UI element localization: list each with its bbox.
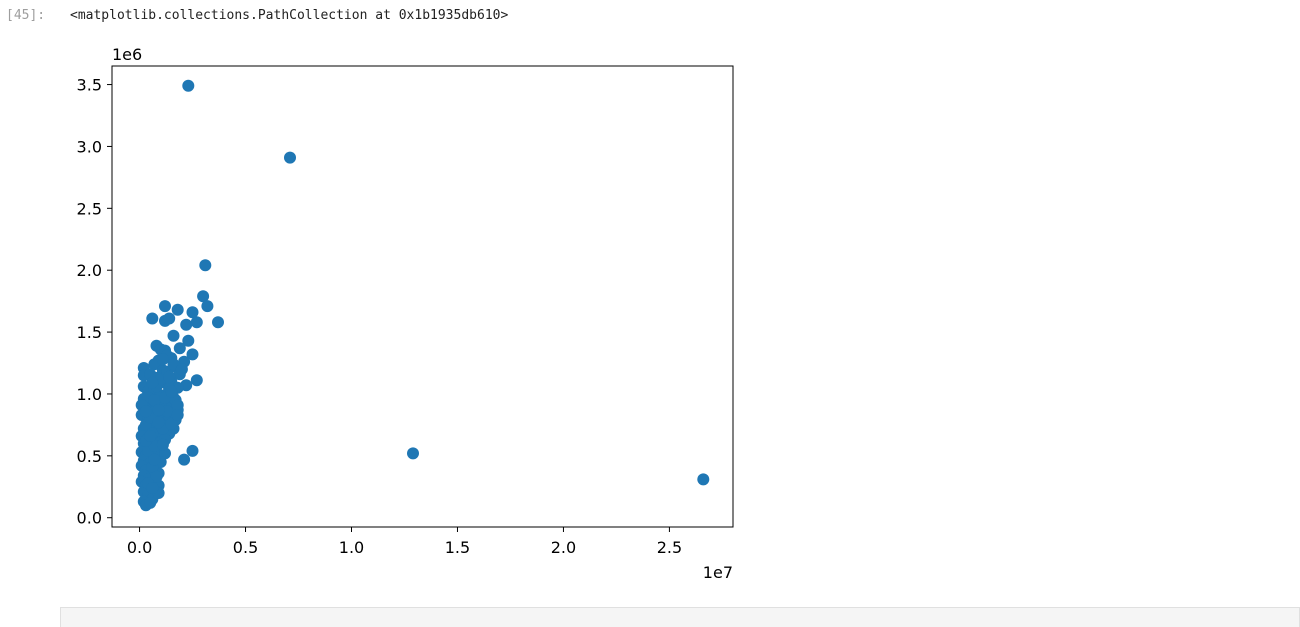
scatter-point bbox=[150, 470, 163, 483]
x-tick-label: 2.5 bbox=[657, 538, 682, 557]
scatter-point bbox=[152, 404, 165, 416]
scatter-point bbox=[148, 394, 161, 407]
scatter-point bbox=[171, 409, 184, 421]
scatter-point bbox=[212, 316, 224, 329]
scatter-point bbox=[156, 438, 169, 451]
cell-output-text: <matplotlib.collections.PathCollection a… bbox=[70, 8, 509, 23]
scatter-point bbox=[180, 318, 193, 331]
scatter-point bbox=[146, 376, 159, 389]
x-tick-label: 0.0 bbox=[127, 538, 152, 557]
scatter-point bbox=[186, 348, 199, 361]
scatter-point bbox=[186, 306, 199, 319]
scatter-point bbox=[152, 416, 165, 429]
scatter-point bbox=[139, 405, 152, 418]
y-offset-label: 1e6 bbox=[112, 45, 142, 64]
scatter-point bbox=[201, 300, 214, 313]
x-tick-label: 1.0 bbox=[339, 538, 364, 557]
cell-prompt: [45]: bbox=[6, 8, 46, 23]
scatter-point bbox=[182, 79, 195, 92]
scatter-point bbox=[186, 444, 199, 457]
scatter-point bbox=[156, 353, 169, 366]
scatter-point bbox=[144, 430, 157, 442]
scatter-point bbox=[148, 453, 161, 466]
scatter-point bbox=[163, 312, 176, 325]
scatter-point bbox=[165, 417, 178, 430]
scatter-point bbox=[173, 342, 186, 355]
scatter-point bbox=[165, 385, 178, 398]
y-tick-label: 2.5 bbox=[77, 199, 102, 218]
scatter-point bbox=[407, 447, 419, 460]
y-tick-label: 3.0 bbox=[77, 137, 102, 156]
scatter-point bbox=[144, 496, 157, 509]
scatter-point bbox=[178, 453, 191, 466]
scatter-point bbox=[146, 482, 159, 494]
scatter-point bbox=[171, 399, 184, 412]
scatter-point bbox=[167, 329, 180, 342]
scatter-point bbox=[182, 334, 195, 347]
scatter-point bbox=[163, 370, 176, 383]
scatter-point bbox=[146, 312, 159, 325]
x-tick-label: 1.5 bbox=[445, 538, 470, 557]
scatter-point bbox=[190, 374, 203, 387]
x-offset-label: 1e7 bbox=[703, 563, 733, 582]
x-tick-label: 0.5 bbox=[233, 538, 258, 557]
y-tick-label: 0.5 bbox=[77, 447, 102, 466]
scatter-point bbox=[199, 259, 212, 272]
axes-frame bbox=[111, 65, 734, 528]
scatter-point bbox=[197, 290, 210, 303]
scatter-point bbox=[697, 473, 710, 486]
scatter-point bbox=[284, 151, 296, 164]
scatter-point bbox=[159, 300, 171, 313]
next-code-cell[interactable] bbox=[60, 607, 1300, 627]
y-tick-label: 1.0 bbox=[77, 385, 102, 404]
y-axis: 0.0 0.5 1.0 1.5 2.0 2.5 3.0 3.5 bbox=[77, 76, 112, 528]
points-layer bbox=[135, 79, 710, 512]
x-axis: 0.0 0.5 1.0 1.5 2.0 2.5 bbox=[127, 527, 682, 557]
y-tick-label: 2.0 bbox=[77, 261, 102, 280]
y-tick-label: 3.5 bbox=[77, 76, 102, 95]
scatter-point bbox=[190, 316, 203, 329]
x-tick-label: 2.0 bbox=[551, 538, 576, 557]
scatter-point bbox=[175, 363, 188, 376]
y-tick-label: 1.5 bbox=[77, 323, 102, 342]
scatter-point bbox=[171, 303, 184, 316]
y-tick-label: 0.0 bbox=[77, 509, 102, 528]
